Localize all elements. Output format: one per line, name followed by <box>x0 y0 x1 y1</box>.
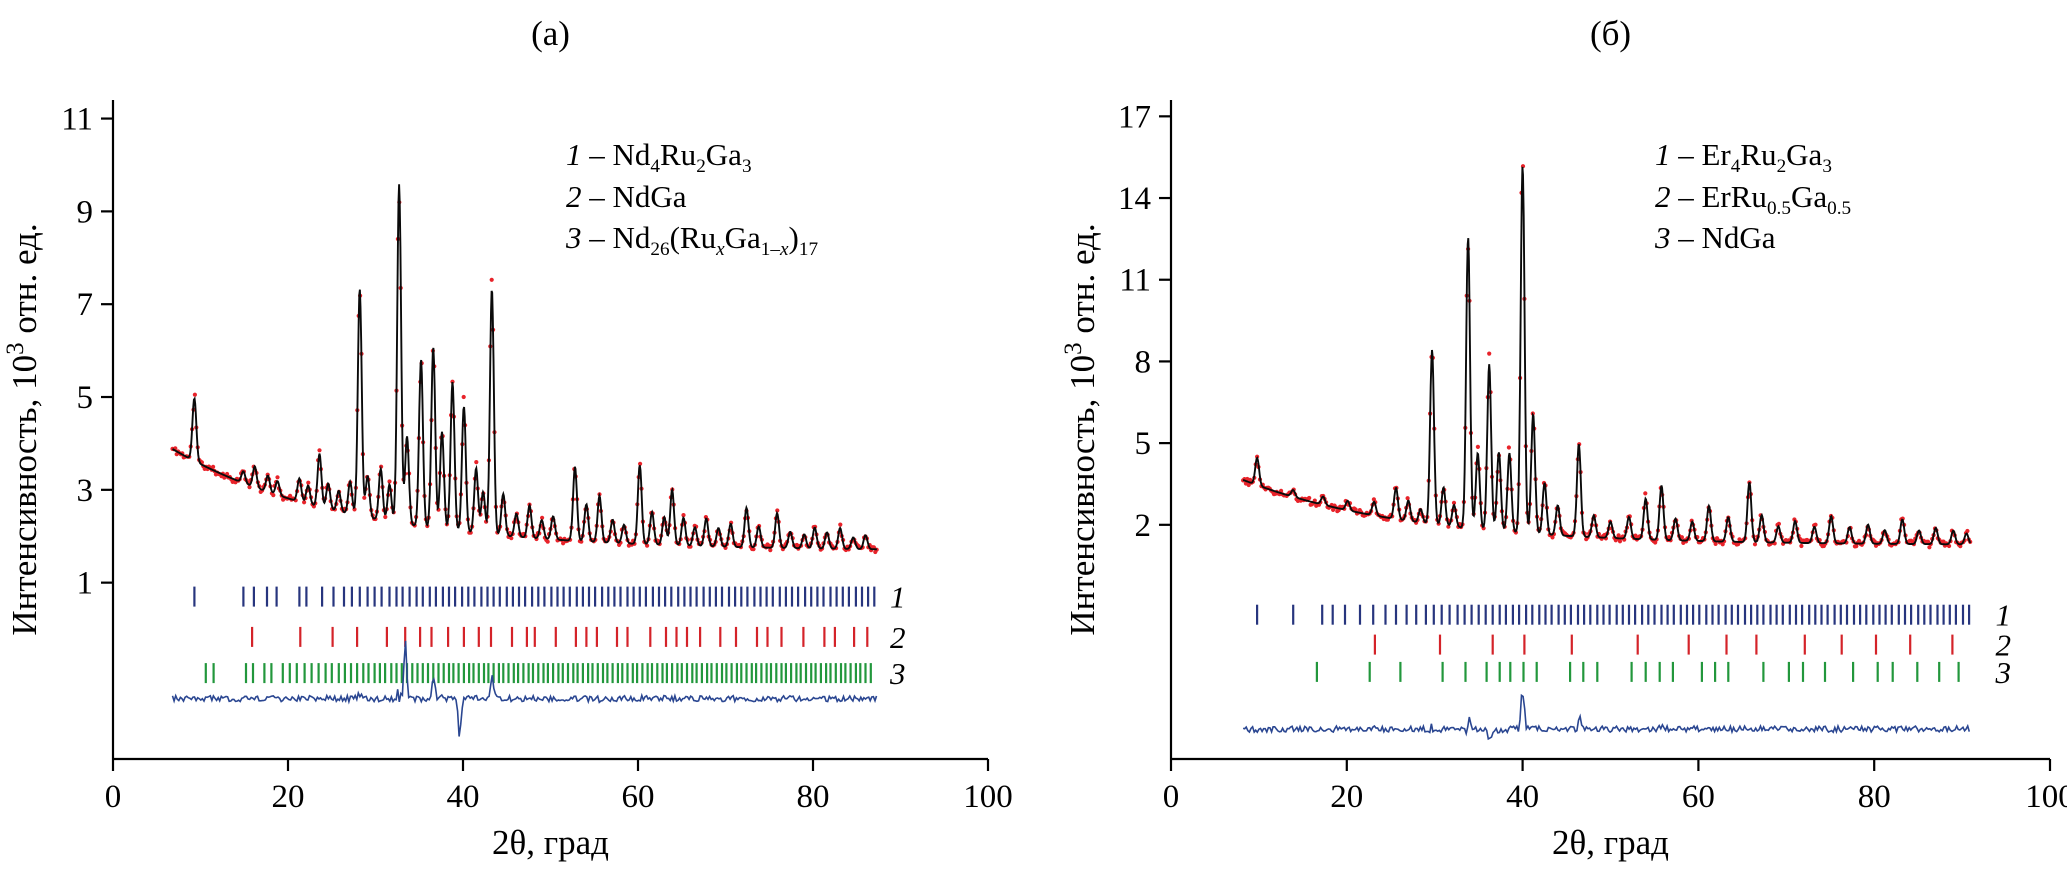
difference-curve <box>1242 693 1971 741</box>
y-axis-label: Интенсивность, 103 отн. ед. <box>1060 223 1102 635</box>
phase-3-tick-row <box>1315 661 1960 682</box>
y-tick-label: 14 <box>1118 181 1151 217</box>
phase-row-label: 1 <box>1996 598 2012 633</box>
phase-row-label: 3 <box>1995 655 2012 690</box>
panel-a-legend: 1 – Nd4Ru2Ga3 2 – NdGa 3 – Nd26(RuxGa1–x)1… <box>566 134 818 259</box>
y-axis-label: Интенсивность, 103 отн. ед. <box>2 223 44 635</box>
calculated-line <box>1242 166 1972 546</box>
x-tick-label: 0 <box>1163 779 1180 815</box>
legend-item: 3 – Nd26(RuxGa1–x)17 <box>566 220 819 261</box>
x-tick-label: 80 <box>797 779 830 815</box>
legend-item: 1 – Er4Ru2Ga3 <box>1655 137 1832 178</box>
phase-row-label: 2 <box>890 620 906 655</box>
y-tick-label: 8 <box>1135 344 1152 380</box>
panel-b-legend: 1 – Er4Ru2Ga3 2 – ErRu0.5Ga0.5 3 – NdGa <box>1655 134 1851 259</box>
phase-2-tick-row <box>251 626 869 647</box>
y-tick-label: 5 <box>77 380 94 416</box>
x-tick-label: 40 <box>447 779 480 815</box>
y-tick-label: 11 <box>1119 263 1151 299</box>
calculated-line <box>172 184 877 551</box>
phase-1-tick-row <box>1255 604 1971 625</box>
y-tick-label: 2 <box>1135 508 1152 544</box>
x-tick-label: 20 <box>1330 779 1363 815</box>
panel-a: 0 20 40 60 80 100 1 3 5 7 9 11 2θ, град Интенсивность… <box>2 100 1013 862</box>
phase-row-label: 2 <box>1996 628 2012 663</box>
phase-3-tick-row <box>204 663 872 684</box>
y-tick-label: 7 <box>77 287 94 323</box>
x-axis-label: 2θ, град <box>1552 823 1669 862</box>
phase-2-tick-row <box>1373 634 1954 655</box>
y-tick-label: 5 <box>1135 426 1152 462</box>
legend-item: 2 – ErRu0.5Ga0.5 <box>1655 178 1852 219</box>
y-tick-label: 17 <box>1118 99 1151 135</box>
y-tick-label: 9 <box>77 194 94 230</box>
axis-ticks: 0 20 40 60 80 100 2 5 8 11 14 17 <box>1118 99 2067 815</box>
panel-b: 0 20 40 60 80 100 2 5 8 11 14 17 2θ, град Интенсивнос… <box>1060 99 2067 862</box>
legend-item: 1 – Nd4Ru2Ga3 <box>566 137 752 178</box>
difference-curve <box>171 640 878 737</box>
legend-item: 2 – NdGa <box>566 178 687 214</box>
x-tick-label: 60 <box>1682 779 1715 815</box>
y-tick-label: 11 <box>61 102 93 138</box>
x-tick-label: 40 <box>1506 779 1539 815</box>
panel-b-label: (б) <box>1589 14 1632 53</box>
y-tick-label: 1 <box>77 566 94 602</box>
x-axis-label: 2θ, град <box>492 823 609 862</box>
x-tick-label: 80 <box>1858 779 1891 815</box>
phase-row-label: 3 <box>889 656 906 691</box>
x-tick-label: 100 <box>963 779 1013 815</box>
phase-row-label: 1 <box>890 580 906 615</box>
x-tick-label: 60 <box>622 779 655 815</box>
panel-a-label: (а) <box>531 14 570 53</box>
x-tick-label: 100 <box>2025 779 2067 815</box>
x-tick-label: 20 <box>272 779 305 815</box>
y-tick-label: 3 <box>77 473 94 509</box>
phase-1-tick-row <box>193 586 876 607</box>
x-tick-label: 0 <box>105 779 122 815</box>
axis-ticks: 0 20 40 60 80 100 1 3 5 7 9 11 <box>61 102 1013 815</box>
observed-points <box>1241 164 1973 550</box>
legend-item: 3 – NdGa <box>1655 220 1776 256</box>
